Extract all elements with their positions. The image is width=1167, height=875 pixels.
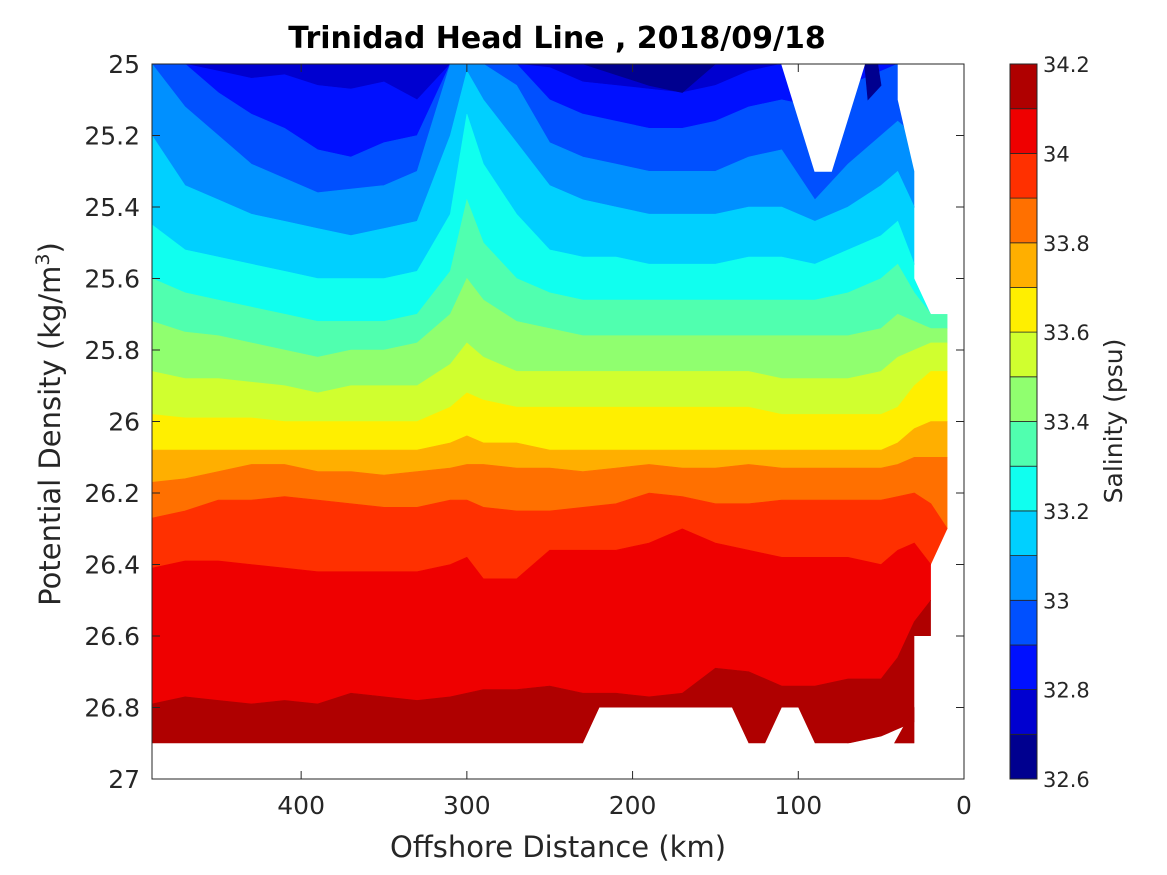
colorbar-segment	[1009, 733, 1038, 780]
y-axis-label: Potential Density (kg/m3)	[32, 242, 67, 606]
y-tick-label: 26.2	[84, 479, 140, 508]
colorbar-segment	[1009, 644, 1038, 691]
colorbar-segment	[1009, 197, 1038, 244]
colorbar-segment	[1009, 599, 1038, 646]
colorbar-segment	[1009, 689, 1038, 735]
chart-title: Trinidad Head Line , 2018/09/18	[288, 21, 825, 56]
x-tick-label: 100	[774, 791, 822, 820]
x-tick-label: 0	[956, 791, 972, 820]
x-axis-label: Offshore Distance (km)	[390, 830, 726, 864]
y-tick-label: 26.4	[84, 551, 140, 580]
y-tick-label: 25.2	[84, 122, 140, 151]
colorbar-segment	[1009, 286, 1038, 333]
x-tick-label: 300	[443, 791, 491, 820]
salinity-band-34.1-34.2	[893, 706, 915, 744]
salinity-band-32.6-32.7	[582, 64, 717, 93]
colorbar-label: Salinity (psu)	[1099, 339, 1128, 504]
colorbar-tick-label: 32.8	[1043, 679, 1090, 703]
colorbar-frame	[1009, 63, 1038, 780]
colorbar-segment	[1009, 510, 1038, 556]
y-tick-label: 25	[108, 50, 140, 79]
colorbar-tick-label: 33.8	[1043, 232, 1090, 256]
y-tick-label: 25.4	[84, 193, 140, 222]
colorbar-tick-label: 33.6	[1043, 321, 1090, 345]
colorbar-tick-label: 33.2	[1043, 500, 1090, 524]
y-tick-label: 25.8	[84, 336, 140, 365]
colorbar-segment	[1009, 152, 1038, 199]
colorbar-segment	[1009, 108, 1038, 154]
colorbar-segment	[1009, 331, 1038, 378]
colorbar-tick-label: 33	[1043, 589, 1070, 613]
colorbar: 32.6 32.8 33 33.2 33.4 33.6 33.8 34 34.2	[1009, 53, 1090, 792]
colorbar-tick-label: 32.6	[1043, 768, 1090, 792]
colorbar-segment	[1009, 376, 1038, 422]
salinity-band-32.6-32.7-coastal	[864, 64, 882, 101]
colorbar-segment	[1009, 242, 1038, 288]
plot-area	[152, 63, 948, 744]
y-tick-label: 25.6	[84, 265, 140, 294]
colorbar-segment	[1009, 465, 1038, 512]
y-axis-ticks: 25 25.2 25.4 25.6 25.8 26 26.2 26.4 26.6 26.8 27	[84, 50, 964, 794]
colorbar-tick-label: 34.2	[1043, 53, 1090, 77]
y-tick-label: 26.6	[84, 622, 140, 651]
colorbar-segment	[1009, 421, 1038, 467]
salinity-band-32.7-32.8	[152, 64, 948, 101]
colorbar-tick-label: 34	[1043, 142, 1070, 166]
x-tick-label: 200	[609, 791, 657, 820]
y-tick-label: 26	[108, 408, 140, 437]
y-tick-label: 27	[108, 765, 140, 794]
colorbar-segment	[1009, 63, 1038, 110]
colorbar-segment	[1009, 555, 1038, 601]
y-tick-label: 26.8	[84, 694, 140, 723]
salinity-band-32.8-32.9	[152, 64, 948, 158]
colorbar-tick-label: 33.4	[1043, 411, 1090, 435]
salinity-bands	[152, 64, 948, 744]
x-axis-ticks: 400 300 200 100 0	[277, 64, 972, 820]
x-tick-label: 400	[277, 791, 325, 820]
